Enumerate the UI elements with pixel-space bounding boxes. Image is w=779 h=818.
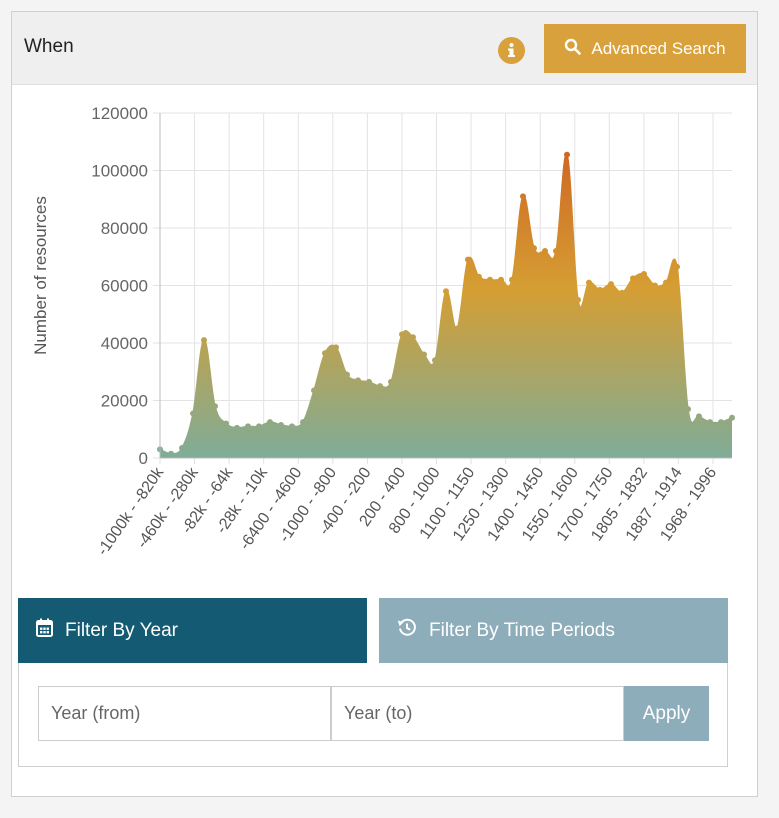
y-tick-label: 40000 — [101, 334, 148, 353]
data-point — [575, 296, 581, 303]
data-point — [520, 193, 526, 200]
resources-area-chart: 020000400006000080000100000120000-1000k … — [31, 104, 735, 559]
data-point — [630, 275, 636, 282]
data-point — [696, 413, 702, 420]
data-point — [179, 444, 185, 451]
data-point — [212, 403, 218, 410]
data-point — [564, 151, 570, 158]
tab-filter-by-time-periods[interactable]: Filter By Time Periods — [379, 598, 728, 663]
data-point — [608, 281, 614, 288]
panel-title: When — [24, 36, 74, 57]
year-to-input[interactable] — [331, 686, 624, 741]
data-point — [377, 383, 383, 390]
data-point — [498, 276, 504, 283]
data-point — [267, 419, 273, 426]
data-point — [432, 357, 438, 364]
area-fill — [160, 154, 732, 458]
data-point — [619, 289, 625, 296]
data-point — [476, 273, 482, 280]
y-tick-label: 0 — [139, 449, 148, 468]
data-point — [729, 414, 735, 421]
tab-filter-by-year[interactable]: Filter By Year — [18, 598, 367, 663]
data-point — [553, 248, 559, 254]
calendar-icon — [36, 618, 53, 643]
y-tick-label: 100000 — [91, 162, 148, 181]
year-filter-form: Apply — [18, 663, 728, 767]
y-tick-label: 120000 — [91, 104, 148, 123]
y-tick-label: 20000 — [101, 392, 148, 411]
y-tick-label: 60000 — [101, 277, 148, 296]
data-point — [278, 421, 284, 428]
y-tick-label: 80000 — [101, 219, 148, 238]
data-point — [322, 350, 328, 357]
data-point — [245, 423, 251, 430]
data-point — [509, 276, 515, 283]
data-point — [454, 325, 460, 332]
data-point — [718, 419, 724, 426]
panel-header: When Advanced Search — [12, 12, 757, 85]
data-point — [256, 423, 262, 430]
data-point — [300, 419, 306, 426]
data-point — [586, 279, 592, 286]
tab-filter-by-year-label: Filter By Year — [65, 619, 178, 641]
year-from-input[interactable] — [38, 686, 331, 741]
data-point — [597, 286, 603, 293]
data-point — [641, 271, 647, 277]
data-point — [355, 377, 361, 384]
data-point — [410, 334, 416, 341]
data-point — [707, 419, 713, 426]
data-point — [388, 378, 394, 385]
data-point — [674, 263, 680, 270]
data-point — [487, 276, 493, 283]
data-point — [652, 282, 658, 289]
tab-filter-by-time-periods-label: Filter By Time Periods — [429, 619, 615, 641]
data-point — [366, 378, 372, 385]
data-point — [542, 248, 548, 254]
data-point — [223, 420, 229, 427]
search-icon — [564, 38, 582, 60]
data-point — [289, 423, 295, 430]
data-point — [531, 245, 537, 252]
data-point — [465, 256, 471, 263]
data-point — [344, 371, 350, 378]
data-point — [333, 344, 339, 351]
data-point — [190, 410, 196, 417]
info-icon[interactable] — [498, 37, 525, 64]
data-point — [421, 351, 427, 358]
advanced-search-label: Advanced Search — [591, 38, 726, 58]
apply-button[interactable]: Apply — [624, 686, 709, 741]
data-point — [311, 387, 317, 394]
y-axis-title: Number of resources — [31, 196, 50, 355]
data-point — [399, 331, 405, 338]
data-point — [685, 406, 691, 413]
data-point — [443, 288, 449, 295]
history-icon — [397, 618, 417, 643]
data-point — [201, 337, 207, 344]
data-point — [234, 424, 240, 431]
advanced-search-button[interactable]: Advanced Search — [544, 24, 746, 73]
data-point — [168, 450, 174, 457]
data-point — [663, 279, 669, 286]
